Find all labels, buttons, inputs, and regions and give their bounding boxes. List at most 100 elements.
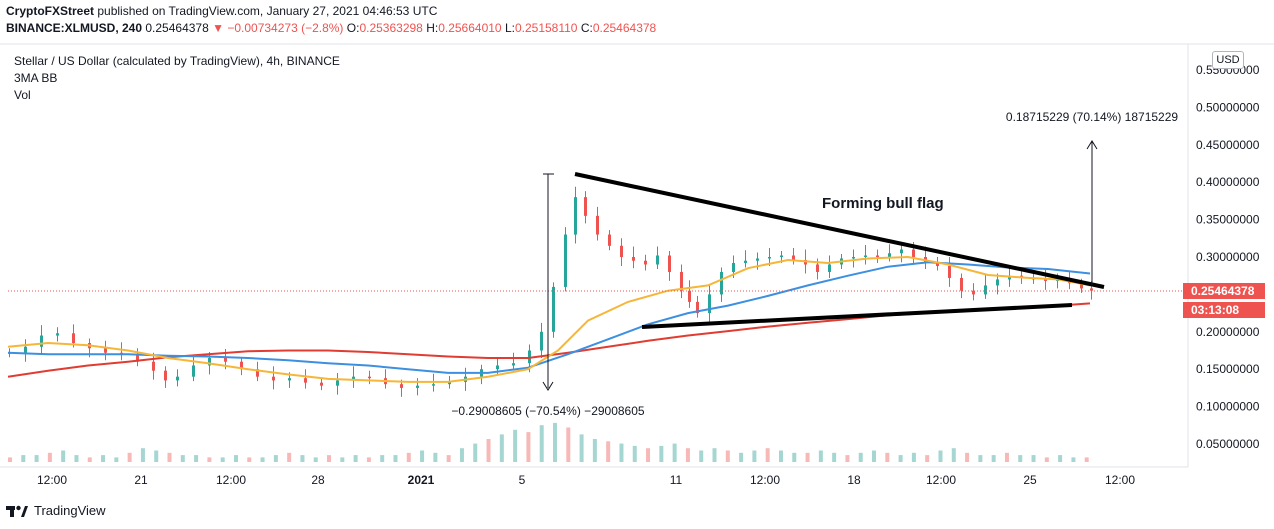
candle-body [400,384,403,388]
upper-trendline[interactable] [574,172,1105,289]
y-tick-label: 0.05000000 [1196,437,1260,451]
volume-bar [925,455,930,462]
volume-bar [446,455,451,462]
volume-bar [260,457,265,462]
candle-body [936,262,939,266]
candle-body [596,215,599,235]
volume-bar [632,445,637,462]
candle-body [416,385,419,388]
candle-body [272,376,275,381]
candle-body [668,255,671,272]
volume-bar [8,457,12,462]
volume-bar [327,455,332,462]
candle-body [888,253,891,257]
y-tick-label: 0.50000000 [1196,100,1260,114]
candle-body [552,286,555,332]
x-tick-label: 18 [847,473,861,487]
x-tick-label: 25 [1023,473,1037,487]
candle-body [828,264,831,272]
candle-body [564,234,567,287]
volume-bar [74,455,79,462]
candle-body [540,331,543,351]
volume-bar [553,422,557,462]
candle-body [696,301,699,314]
indicator-label[interactable]: 3MA BB [14,71,58,85]
low-value: 0.25158110 [514,21,578,35]
volume-bar [61,450,66,462]
volume-bar [1031,455,1036,462]
price-change: ▼ −0.00734273 (−2.8%) [212,21,344,35]
ohlc-line: BINANCE:XLMUSD, 240 0.25464378 ▼ −0.0073… [6,21,656,35]
volume-label[interactable]: Vol [14,88,31,102]
volume-bar [818,450,823,462]
candle-body [240,361,243,370]
candle-body [72,333,75,344]
candle-body [644,260,647,265]
volume-bar [526,432,531,462]
candle-body [288,378,291,381]
candle-body [792,255,795,260]
lower-trendline[interactable] [641,303,1073,329]
high-value: 0.25664010 [438,21,502,35]
candle-body [584,197,587,216]
tradingview-logo-icon [6,505,28,517]
volume-bar [885,452,890,462]
volume-bar [459,448,464,462]
currency-button[interactable]: USD [1212,51,1244,69]
x-tick-label: 12:00 [216,473,246,487]
volume-bar [220,457,225,462]
candle-body [996,279,999,286]
volume-bar [513,429,518,462]
volume-bar [712,448,717,462]
volume-bar [872,450,877,462]
volume-bar [1071,457,1076,462]
candle-body [368,376,371,379]
candle-body [256,369,259,377]
volume-bar [566,427,571,462]
candle-body [320,382,323,386]
candle-body [680,271,683,291]
brand-name: TradingView [34,503,106,518]
candle-body [448,381,451,385]
volume-bar [938,450,943,462]
volume-bar [154,450,159,462]
candle-body [608,234,611,246]
volume-bar [539,425,544,462]
publisher-name[interactable]: CryptoFXStreet [6,4,95,18]
candle-body [864,255,867,257]
series-title[interactable]: Stellar / US Dollar (calculated by Tradi… [14,54,340,68]
volume-bar [606,441,611,462]
volume-bar [951,448,956,462]
volume-bar [978,455,983,462]
candle-body [176,376,179,381]
footer-brand[interactable]: TradingView [6,503,106,518]
candle-body [984,285,987,295]
candle-body [780,255,783,257]
volume-bar [393,455,398,462]
x-tick-label: 2021 [408,473,435,487]
candle-body [574,197,577,235]
drop-measure-label: −0.29008605 (−70.54%) −29008605 [451,404,644,418]
volume-bar [101,455,106,462]
volume-bar [366,457,371,462]
volume-bar [1058,455,1063,462]
volume-bar [194,455,199,462]
candle-body [900,249,903,254]
candle-body [1044,279,1047,281]
candle-body [816,264,819,272]
volume-bar [486,439,491,462]
candle-body [336,380,339,386]
candle-body [192,365,195,377]
volume-bar [911,452,916,462]
candle-body [688,290,691,302]
candle-body [496,365,499,370]
candle-body [972,290,975,295]
pattern-label[interactable]: Forming bull flag [822,195,944,212]
volume-bar [765,448,770,462]
candle-body [104,348,107,353]
candle-body [852,257,855,259]
candle-body [40,335,43,347]
volume-bar [579,434,584,462]
volume-bar [353,455,358,462]
